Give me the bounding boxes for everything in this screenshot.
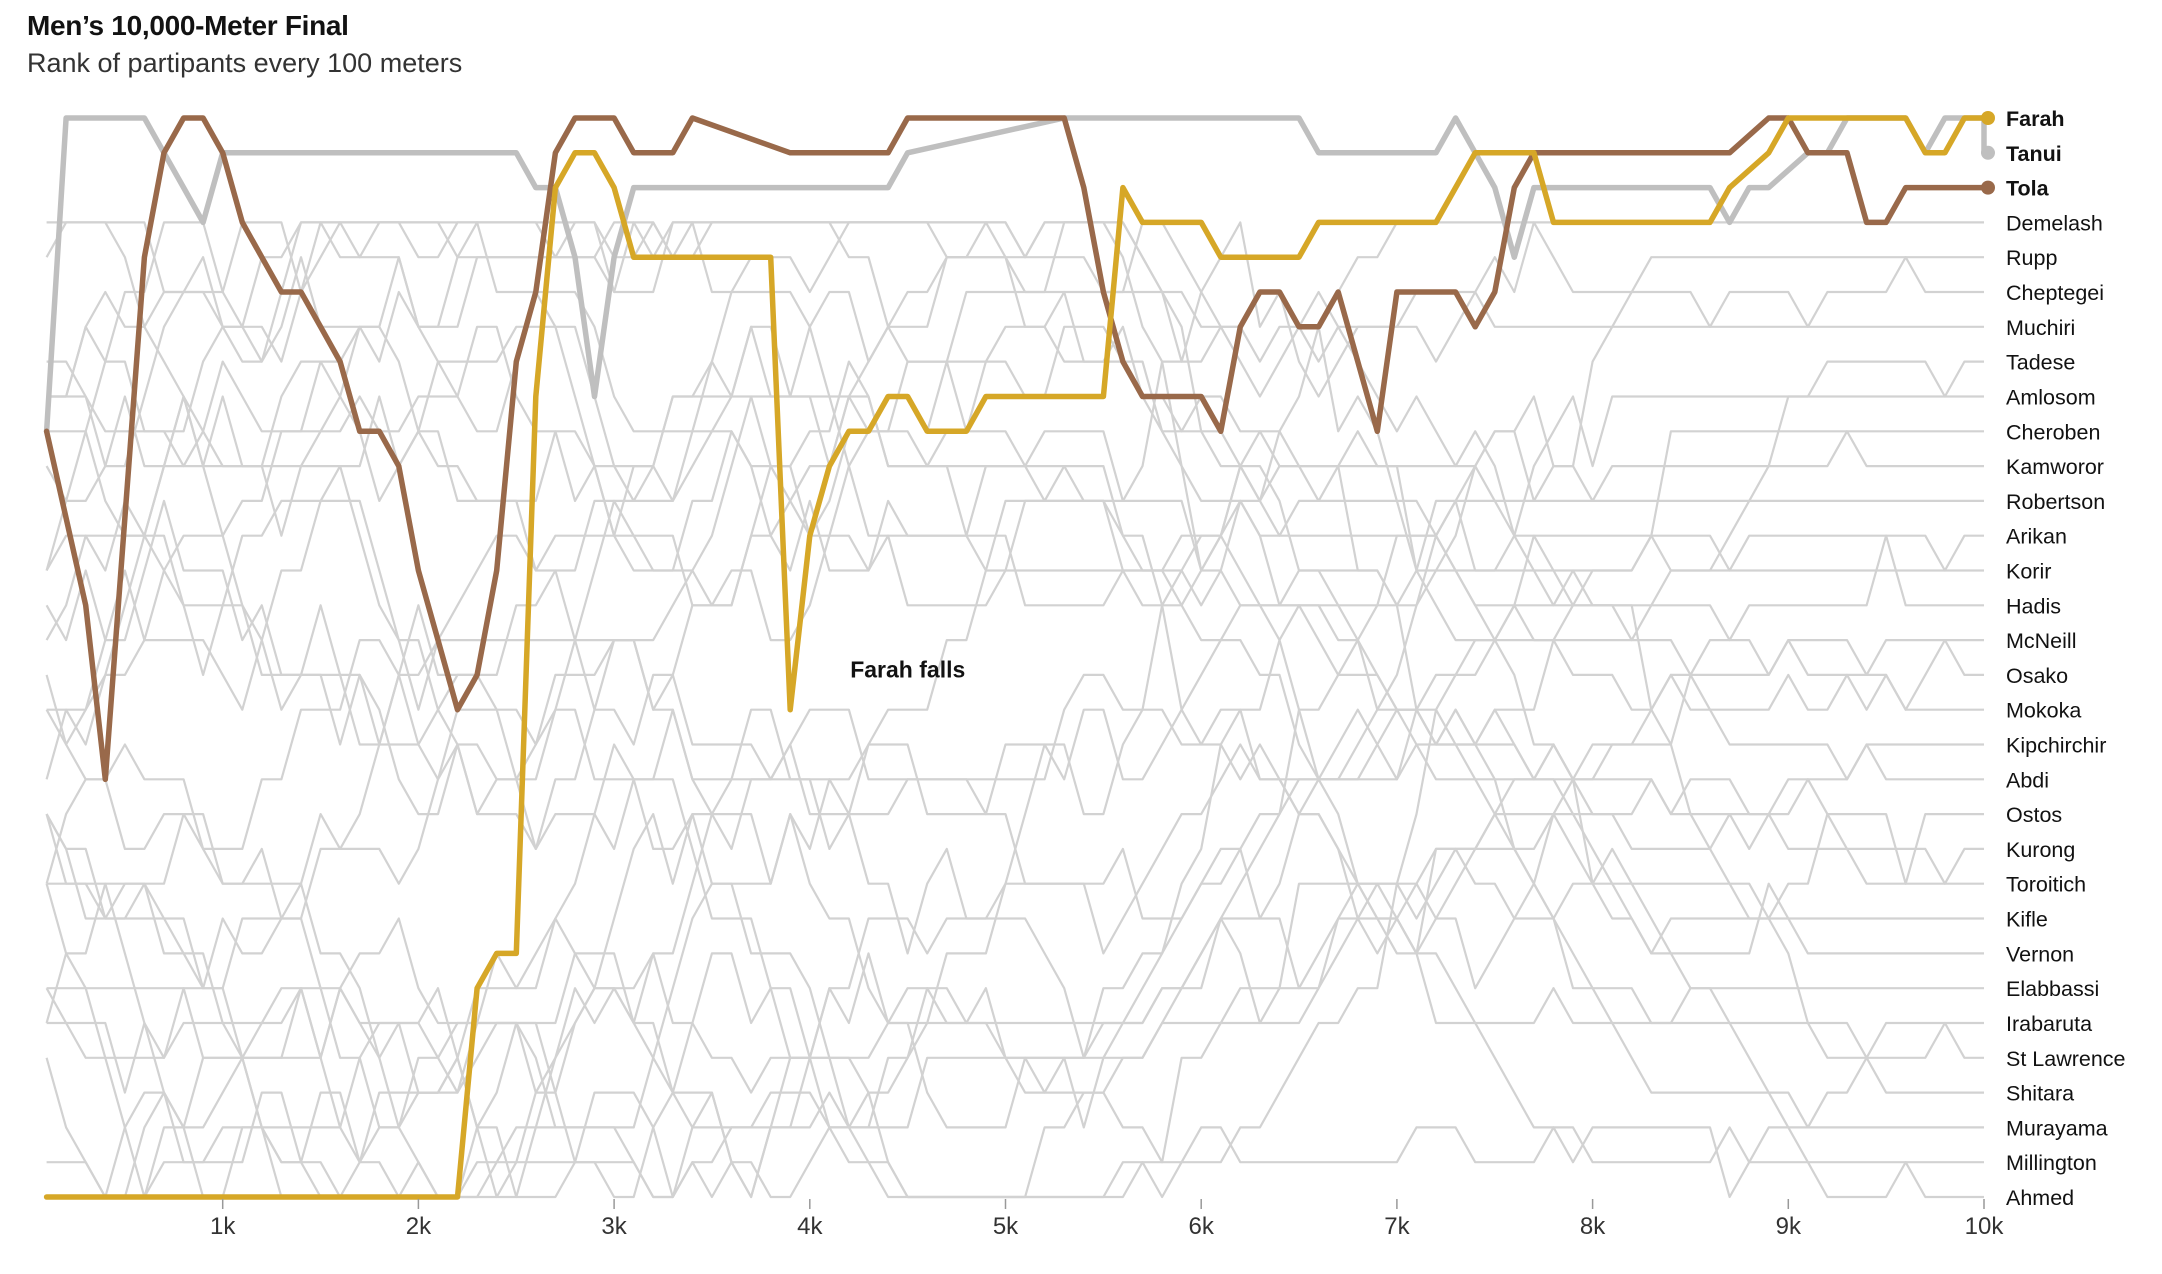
chart-subtitle: Rank of partipants every 100 meters [27, 48, 463, 78]
name-label-shitara: Shitara [2006, 1082, 2074, 1106]
runner-line-murayama [45, 465, 1984, 1199]
name-label-osako: Osako [2006, 664, 2068, 688]
end-dots [1981, 111, 1995, 195]
name-label-millington: Millington [2006, 1151, 2097, 1175]
runner-line-millington [45, 813, 1984, 1199]
runner-line-vernon [45, 325, 1984, 955]
name-label-robertson: Robertson [2006, 490, 2105, 514]
name-label-irabaruta: Irabaruta [2006, 1012, 2092, 1036]
name-label-kamworor: Kamworor [2006, 455, 2104, 479]
annotations: Farah falls [850, 657, 965, 683]
x-tick-label: 6k [1189, 1213, 1215, 1240]
highlighted-runners-lines [43, 115, 1987, 1200]
runner-line-rupp [46, 256, 1984, 1199]
name-label-elabbassi: Elabbassi [2006, 977, 2099, 1001]
runner-line-kurong [45, 778, 1984, 1129]
runner-line-mcneill [45, 221, 1984, 920]
x-tick-label: 5k [993, 1213, 1019, 1240]
name-label-farah: Farah [2006, 107, 2065, 131]
name-label-mokoka: Mokoka [2006, 699, 2081, 723]
runner-line-osako [46, 638, 1984, 1164]
end-dot-farah [1981, 111, 1995, 125]
x-tick-label: 10k [1965, 1213, 2005, 1240]
name-label-st-lawrence: St Lawrence [2006, 1047, 2126, 1071]
runner-line-shitara [46, 221, 1984, 1129]
name-label-rupp: Rupp [2006, 246, 2057, 270]
runner-line-toroitich [46, 812, 1984, 1199]
runner-line-demelash [45, 221, 1984, 884]
runner-line-farah [43, 115, 1987, 1200]
name-label-hadis: Hadis [2006, 594, 2061, 618]
x-tick-label: 7k [1384, 1213, 1410, 1240]
name-label-arikan: Arikan [2006, 525, 2067, 549]
runner-line-tola [43, 115, 1987, 783]
name-label-korir: Korir [2006, 559, 2051, 583]
runner-line-st-lawrence [46, 221, 1984, 1059]
annotation-farah-falls: Farah falls [850, 657, 965, 683]
name-label-kifle: Kifle [2006, 908, 2048, 932]
runner-line-hadis [45, 465, 1984, 1199]
runner-line-cheptegei [46, 221, 1984, 572]
name-label-mcneill: McNeill [2006, 629, 2076, 653]
x-tick-label: 3k [601, 1213, 627, 1240]
name-label-vernon: Vernon [2006, 942, 2074, 966]
name-label-ahmed: Ahmed [2006, 1186, 2074, 1210]
name-label-demelash: Demelash [2006, 211, 2103, 235]
name-label-murayama: Murayama [2006, 1116, 2108, 1140]
x-tick-label: 9k [1776, 1213, 1802, 1240]
runner-line-korir [45, 534, 1984, 1129]
name-label-abdi: Abdi [2006, 768, 2049, 792]
x-tick-label: 4k [797, 1213, 823, 1240]
x-axis: 1k 2k 3k 4k 5k 6k 7k 8k 9k 10k [210, 1199, 2004, 1240]
name-label-ostos: Ostos [2006, 803, 2062, 827]
runner-line-irabaruta [45, 290, 1984, 1059]
runner-line-mokoka [45, 325, 1984, 885]
runner-line-elabbassi [46, 221, 1984, 1025]
name-label-amlosom: Amlosom [2006, 385, 2096, 409]
runner-line-amlosom [46, 395, 1984, 1199]
name-label-kurong: Kurong [2006, 838, 2075, 862]
name-label-cheptegei: Cheptegei [2006, 281, 2104, 305]
chart-title: Men’s 10,000-Meter Final [27, 10, 349, 41]
end-dot-tanui [1981, 145, 1995, 160]
other-runners-lines [45, 221, 1984, 1199]
name-label-muchiri: Muchiri [2006, 316, 2075, 340]
x-tick-label: 1k [210, 1213, 236, 1240]
name-label-tanui: Tanui [2006, 142, 2062, 166]
runner-name-labels: Farah Tanui Tola Demelash Rupp Cheptegei Muchi… [2006, 107, 2126, 1210]
end-dot-tola [1981, 180, 1995, 195]
name-label-tadese: Tadese [2006, 351, 2075, 375]
name-label-cheroben: Cheroben [2006, 420, 2100, 444]
runner-line-ahmed [46, 221, 1984, 1199]
name-label-kipchirchir: Kipchirchir [2006, 734, 2106, 758]
name-label-toroitich: Toroitich [2006, 873, 2086, 897]
x-tick-label: 8k [1580, 1213, 1606, 1240]
name-label-tola: Tola [2006, 177, 2050, 201]
x-tick-label: 2k [406, 1213, 432, 1240]
runner-line-kipchirchir [46, 638, 1984, 1059]
